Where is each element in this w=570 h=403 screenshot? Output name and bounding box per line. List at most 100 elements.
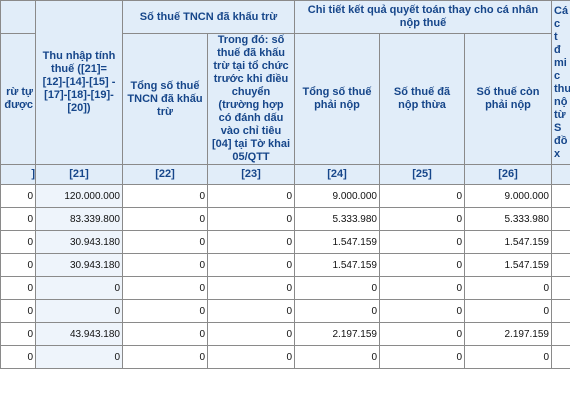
table-row: 0 43.943.180 0 0 2.197.159 0 2.197.159: [0, 322, 570, 346]
cell-value: 2.197.159: [332, 328, 378, 340]
cell-value: 0: [27, 190, 33, 202]
cell-value: 9.000.000: [504, 190, 550, 202]
cell-withheld-before-transfer: 0: [207, 299, 295, 323]
cell-withheld-before-transfer: 0: [207, 253, 295, 277]
cell-value: 0: [199, 236, 205, 248]
cell-left-cut: 0: [0, 184, 36, 208]
table-body: 0 120.000.000 0 0 9.000.000 0 9.000.000 0 83.339…: [0, 184, 570, 369]
code-26: [26]: [464, 164, 552, 185]
cell-taxable-income: 30.943.180: [35, 253, 123, 277]
cell-value: 0: [286, 328, 292, 340]
cell-value: 0: [286, 236, 292, 248]
cell-value: 0: [199, 305, 205, 317]
cell-value: 0: [543, 282, 549, 294]
cell-value: 0: [456, 328, 462, 340]
cell-value: 0: [114, 351, 120, 363]
cell-value: 0: [543, 305, 549, 317]
code-24: [24]: [294, 164, 380, 185]
cell-overpaid: 0: [379, 322, 465, 346]
header-group-settlement-detail: Chi tiết kết quả quyết toán thay cho cá …: [294, 0, 552, 34]
header-overpaid: Số thuế đã nộp thừa: [379, 33, 465, 165]
cell-value: 120.000.000: [64, 190, 120, 202]
table-row: 0 120.000.000 0 0 9.000.000 0 9.000.000: [0, 184, 570, 208]
cell-total-payable: 0: [294, 276, 380, 300]
cell-value: 0: [456, 282, 462, 294]
cell-value: 2.197.159: [504, 328, 550, 340]
cell-total-payable: 2.197.159: [294, 322, 380, 346]
cell-remaining-payable: 2.197.159: [464, 322, 552, 346]
cell-withheld-before-transfer: 0: [207, 230, 295, 254]
cell-remaining-payable: 1.547.159: [464, 253, 552, 277]
cell-left-cut: 0: [0, 345, 36, 369]
code-left: ]: [0, 164, 36, 185]
code-25: [25]: [379, 164, 465, 185]
cell-value: 0: [27, 351, 33, 363]
cell-value: 0: [286, 351, 292, 363]
cell-value: 0: [456, 305, 462, 317]
cell-value: 0: [27, 305, 33, 317]
cell-taxable-income: 83.339.800: [35, 207, 123, 231]
cell-value: 43.943.180: [69, 328, 120, 340]
header-spacer-left: [0, 0, 36, 34]
cell-value: 0: [27, 259, 33, 271]
cell-value: 0: [199, 328, 205, 340]
cell-value: 0: [286, 213, 292, 225]
cell-value: 1.547.159: [504, 236, 550, 248]
cell-left-cut: 0: [0, 299, 36, 323]
cell-overpaid: 0: [379, 230, 465, 254]
cell-remaining-payable: 9.000.000: [464, 184, 552, 208]
cell-taxable-income: 0: [35, 345, 123, 369]
table-row: 0 0 0 0 0 0 0: [0, 345, 570, 369]
cell-taxable-income: 43.943.180: [35, 322, 123, 346]
cell-value: 0: [456, 236, 462, 248]
cell-total-payable: 0: [294, 299, 380, 323]
cell-value: 0: [114, 282, 120, 294]
cell-right-cut: [551, 345, 570, 369]
cell-taxable-income: 0: [35, 276, 123, 300]
cell-total-payable: 9.000.000: [294, 184, 380, 208]
header-remaining-payable: Số thuế còn phải nộp: [464, 33, 552, 165]
cell-remaining-payable: 5.333.980: [464, 207, 552, 231]
cell-remaining-payable: 0: [464, 345, 552, 369]
cell-remaining-payable: 0: [464, 276, 552, 300]
cell-left-cut: 0: [0, 230, 36, 254]
cell-total-withheld: 0: [122, 207, 208, 231]
cell-value: 30.943.180: [69, 236, 120, 248]
code-23: [23]: [207, 164, 295, 185]
cell-overpaid: 0: [379, 184, 465, 208]
cell-taxable-income: 0: [35, 299, 123, 323]
cell-value: 0: [199, 282, 205, 294]
cell-withheld-before-transfer: 0: [207, 276, 295, 300]
table-row: 0 0 0 0 0 0 0: [0, 299, 570, 323]
cell-total-payable: 0: [294, 345, 380, 369]
cell-value: 83.339.800: [69, 213, 120, 225]
cell-value: 0: [456, 351, 462, 363]
cell-value: 0: [27, 328, 33, 340]
cell-total-withheld: 0: [122, 345, 208, 369]
cell-overpaid: 0: [379, 207, 465, 231]
cell-overpaid: 0: [379, 299, 465, 323]
cell-value: 0: [371, 351, 377, 363]
cell-value: 0: [371, 282, 377, 294]
cell-remaining-payable: 0: [464, 299, 552, 323]
cell-overpaid: 0: [379, 345, 465, 369]
cell-value: 0: [27, 282, 33, 294]
cell-left-cut: 0: [0, 322, 36, 346]
header-right-cut: Cá c t đ mi c thu nộ từ S đồ x: [551, 0, 570, 165]
cell-value: 0: [27, 236, 33, 248]
cell-total-withheld: 0: [122, 184, 208, 208]
cell-total-withheld: 0: [122, 230, 208, 254]
cell-value: 5.333.980: [332, 213, 378, 225]
table-row: 0 30.943.180 0 0 1.547.159 0 1.547.159: [0, 253, 570, 277]
cell-value: 9.000.000: [332, 190, 378, 202]
cell-value: 0: [456, 213, 462, 225]
cell-taxable-income: 30.943.180: [35, 230, 123, 254]
cell-total-withheld: 0: [122, 322, 208, 346]
cell-total-payable: 1.547.159: [294, 253, 380, 277]
cell-right-cut: [551, 276, 570, 300]
cell-withheld-before-transfer: 0: [207, 345, 295, 369]
cell-total-withheld: 0: [122, 253, 208, 277]
header-group-paid-tax: Số thuế TNCN đã khấu trừ: [122, 0, 295, 34]
cell-right-cut: [551, 322, 570, 346]
cell-right-cut: [551, 207, 570, 231]
